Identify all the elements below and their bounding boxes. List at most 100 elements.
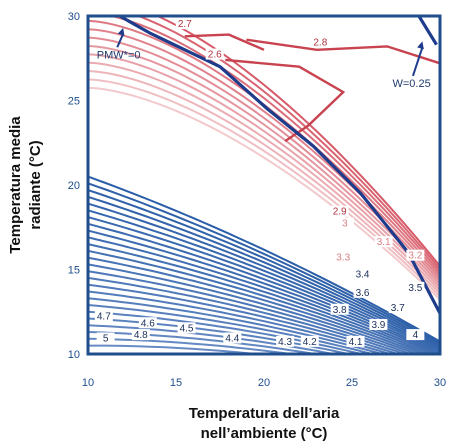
x-axis-ticks: 10 15 20 25 30 (82, 377, 446, 389)
boundary-line (417, 16, 438, 46)
contour-line-warm (88, 61, 440, 292)
contour-label: 4.3 (278, 337, 292, 348)
contour-line-cool (88, 304, 377, 354)
x-tick-label: 30 (434, 377, 446, 389)
contour-line-cool (88, 236, 438, 354)
contour-line-cool (88, 310, 366, 354)
contour-label-bg (223, 332, 242, 344)
contour-label-bg (276, 335, 295, 347)
contour-line-cool (88, 337, 298, 354)
contour-label-bg (388, 302, 407, 314)
contour-label-bg (369, 318, 388, 330)
contour-line-cool (88, 263, 420, 354)
plot-background (88, 16, 440, 354)
contour-labels: 2.7 2.8 2.6 2.93 3.1 3.2 3.3 3.4 3.5 3.6 3.7 3.8 3.9… (94, 18, 425, 348)
contour-label: 4.2 (303, 337, 317, 348)
contour-line-warm (135, 16, 440, 270)
annotation-label: W=0.25 (392, 78, 430, 90)
contour-label-bg (300, 335, 319, 347)
contour-label: 4.7 (97, 312, 111, 323)
contour-line-cool (88, 256, 425, 354)
contour-label-bg (131, 329, 150, 341)
contour-label-bg (353, 268, 372, 280)
annotation-arrowhead (417, 41, 424, 50)
contour-label-bg (346, 335, 365, 347)
annotation-arrow (411, 47, 424, 77)
contour-label: 3.5 (408, 283, 422, 294)
contour-label: 4 (413, 330, 419, 341)
x-axis-title-line2: nell’ambiente (°C) (201, 425, 328, 442)
contour-label: 5 (103, 333, 109, 344)
contour-line-warm (184, 33, 265, 51)
contour-label: 3.4 (356, 269, 370, 280)
contour-label-bg (330, 205, 349, 217)
contour-label-bg (205, 48, 224, 60)
contour-line-cool (88, 189, 440, 346)
y-axis-title-line1: Temperatura media (7, 116, 24, 254)
contour-label: 4.5 (180, 323, 194, 334)
contour-line-cool (88, 324, 339, 354)
y-tick-label: 25 (68, 96, 80, 108)
contour-line-cool (88, 182, 440, 344)
contour-line-cool (88, 276, 408, 354)
contour-line-cool (88, 344, 266, 354)
contour-line-cool (88, 195, 440, 348)
contour-line-cool (88, 249, 429, 354)
contour-label-bg (311, 36, 330, 48)
boundary-line (118, 16, 440, 315)
contour-label: 2.7 (178, 19, 192, 30)
contour-label-bg (177, 322, 196, 334)
annotation-arrow (116, 33, 125, 48)
x-axis-title-line1: Temperatura dell’aria (189, 405, 340, 422)
contour-label: 4.8 (134, 330, 148, 341)
y-tick-label: 30 (68, 11, 80, 23)
contour-label-bg (94, 310, 113, 322)
x-tick-label: 10 (82, 377, 94, 389)
contour-line-cool (88, 202, 440, 349)
contour-line-cool (88, 175, 440, 343)
y-axis-title-line2: radiante (°C) (27, 140, 44, 229)
contour-line-cool (88, 270, 414, 354)
contour-label: 3.6 (356, 288, 370, 299)
y-tick-label: 10 (68, 349, 80, 361)
contour-label: 4.4 (225, 333, 239, 344)
y-axis-ticks: 10 15 20 25 30 (68, 11, 80, 361)
x-tick-label: 15 (170, 377, 182, 389)
contour-lines (88, 16, 440, 354)
contour-label: 3.8 (333, 305, 347, 316)
contour-line-warm (107, 16, 440, 273)
contour-label: 3.2 (408, 251, 422, 262)
annotation-arrowhead (117, 27, 125, 36)
contour-line-warm (88, 28, 440, 279)
contour-label: 4.1 (349, 337, 363, 348)
contour-label: 4.6 (141, 318, 155, 329)
x-tick-label: 25 (346, 377, 358, 389)
contour-label: 3.9 (371, 320, 385, 331)
contour-label-bg (334, 251, 353, 263)
contour-label-bg (330, 303, 349, 315)
contour-line-cool (88, 283, 402, 354)
contour-label-bg (406, 281, 425, 293)
contour-label-bg (406, 329, 425, 341)
contour-label-bg (138, 317, 157, 329)
contour-label-bg (353, 286, 372, 298)
contour-line-warm (246, 38, 440, 65)
contour-line-cool (88, 290, 394, 354)
contour-line-warm (88, 44, 440, 286)
contour-label-bg (175, 18, 194, 30)
y-tick-label: 15 (68, 265, 80, 277)
contour-label-bg (335, 217, 354, 229)
contour-line-warm (155, 16, 440, 267)
contour-label: 3.1 (377, 237, 391, 248)
contour-line-warm (225, 58, 346, 143)
contour-label: 2.9 (333, 207, 347, 218)
y-tick-label: 20 (68, 180, 80, 192)
contour-label-bg (374, 236, 393, 248)
contour-line-warm (88, 53, 440, 289)
annotations: PMW*=0 W=0.25 (97, 27, 431, 90)
annotation-label: PMW*=0 (97, 49, 141, 61)
x-tick-label: 20 (258, 377, 270, 389)
plot-frame (86, 14, 442, 356)
contour-label-bg (96, 332, 115, 344)
